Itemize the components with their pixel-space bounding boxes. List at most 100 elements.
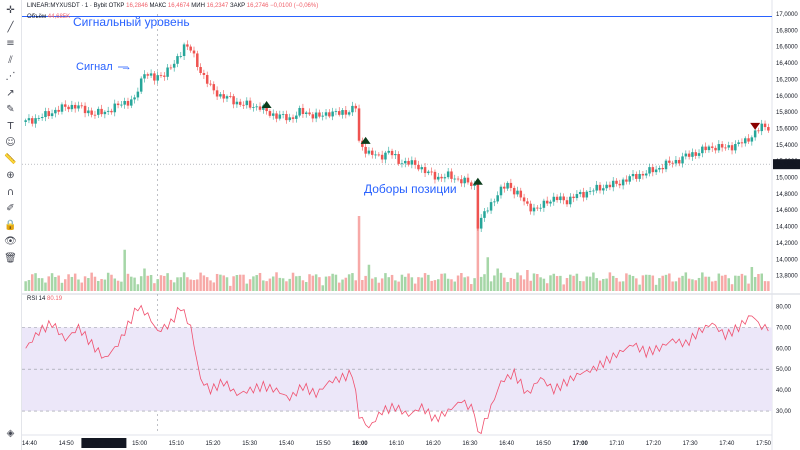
text-icon[interactable]: T — [7, 120, 14, 132]
candle-body — [602, 188, 605, 191]
channel-icon[interactable]: ⫽ — [8, 54, 13, 66]
zoom-icon[interactable]: ⊕ — [6, 170, 15, 181]
candle-body — [677, 159, 681, 164]
volume-bar — [430, 280, 433, 291]
volume-bar — [275, 272, 278, 291]
volume-bar — [479, 276, 483, 291]
pattern-icon[interactable]: ⋰ — [5, 71, 16, 82]
volume-bar — [410, 277, 414, 291]
volume-bar — [503, 277, 506, 291]
candle-body — [268, 111, 272, 116]
volume-bar — [281, 278, 285, 291]
volume-bar — [628, 274, 631, 291]
candle-body — [671, 162, 674, 164]
volume-bar — [638, 284, 641, 291]
volume-bar — [47, 276, 51, 291]
candle-body — [605, 184, 608, 189]
candle-body — [324, 112, 328, 116]
candle-body — [37, 118, 41, 119]
volume-bar — [54, 277, 57, 291]
volume-bar — [661, 275, 664, 291]
volume-bar — [466, 276, 470, 291]
candle-body — [126, 100, 130, 106]
candle-body — [136, 91, 140, 98]
brush-icon[interactable]: ✎ — [6, 104, 15, 115]
emoji-icon[interactable]: ☺ — [5, 137, 16, 148]
candle-body — [664, 160, 668, 170]
lock-drawings-icon[interactable]: ✐ — [6, 203, 15, 214]
candle-body — [611, 180, 615, 188]
volume-bar — [97, 280, 100, 291]
volume-bar — [370, 278, 374, 291]
fib-icon[interactable]: ≡ — [6, 38, 15, 49]
time-tick-label: 15:20 — [206, 441, 222, 447]
candle-body — [394, 154, 397, 156]
candle-body — [344, 110, 348, 115]
candle-body — [196, 53, 199, 68]
volume-bar — [602, 278, 605, 291]
volume-bar — [691, 279, 694, 291]
volume-bar — [727, 278, 730, 291]
signal-label: Сигнал → — [76, 61, 132, 73]
candle-body — [727, 145, 730, 148]
volume-bar — [390, 274, 394, 291]
candle-body — [592, 190, 595, 192]
candle-body — [562, 196, 565, 201]
price-tick-label: 16,4000 — [776, 61, 798, 67]
candle-body — [331, 111, 334, 117]
volume-bar — [298, 275, 301, 291]
trash-icon[interactable]: 🗑 — [4, 252, 17, 264]
trend-line-icon[interactable]: ╱ — [7, 21, 14, 33]
candle-body — [133, 97, 136, 100]
candle-body — [169, 67, 173, 69]
volume-bar — [588, 276, 592, 291]
magnet-icon[interactable]: ∩ — [6, 186, 15, 198]
ruler-icon[interactable]: 📏 — [4, 153, 17, 165]
candle-body — [743, 138, 747, 144]
layers-icon[interactable]: ◈ — [6, 428, 15, 439]
symbol-title[interactable]: LINEAR:MYXUSDT · 1 · Bybit — [27, 3, 107, 9]
arrow-icon[interactable]: ↗ — [6, 87, 15, 99]
volume-bar — [202, 275, 206, 291]
lock-icon[interactable]: 🔒 — [4, 219, 17, 231]
candle-body — [143, 74, 146, 79]
volume-bar — [57, 275, 60, 291]
volume-bar — [753, 277, 757, 291]
candle-body — [539, 207, 542, 209]
volume-bar — [87, 278, 90, 291]
candle-body — [291, 117, 295, 119]
rsi-label[interactable]: RSI 14 — [27, 296, 46, 302]
candle-body — [212, 84, 216, 91]
candle-body — [295, 115, 298, 119]
candle-body — [410, 160, 414, 165]
price-tick-label: 17,0000 — [776, 12, 798, 18]
time-tick-label: 17:20 — [646, 441, 662, 447]
volume-bar — [116, 280, 120, 291]
legend-line: LINEAR:MYXUSDT · 1 · Bybit ОТКР 16,2846 … — [27, 3, 318, 9]
candle-body — [304, 112, 308, 115]
volume-bar — [24, 281, 27, 291]
crosshair-icon[interactable]: ✛ — [6, 5, 15, 16]
candle-body — [219, 94, 222, 97]
candle-body — [516, 190, 519, 195]
volume-bar — [182, 272, 186, 291]
eye-icon[interactable]: 👁 — [4, 236, 17, 247]
candle-body — [60, 104, 64, 112]
candle-body — [205, 74, 209, 84]
candle-body — [182, 44, 186, 57]
rsi-line — [25, 304, 769, 435]
volume-bar — [615, 277, 618, 291]
volume-bar — [288, 278, 291, 291]
volume-bar — [559, 275, 562, 291]
candle-body — [420, 167, 424, 170]
candle-body — [734, 143, 737, 151]
volume-bar — [153, 283, 156, 291]
volume-bar — [717, 273, 721, 291]
volume-bar — [694, 280, 697, 291]
volume-bar — [608, 272, 612, 291]
volume-bar — [473, 278, 476, 291]
candle-body — [397, 154, 400, 164]
candle-body — [83, 105, 87, 114]
volume-label[interactable]: Объём — [27, 14, 47, 20]
